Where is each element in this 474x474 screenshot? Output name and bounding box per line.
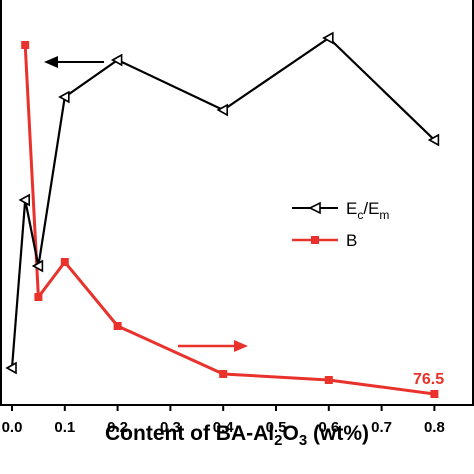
legend-item-b: B	[292, 231, 357, 250]
point-b-0	[21, 41, 30, 49]
x-tick-label-0-5: 0.5	[266, 419, 287, 436]
point-b-2	[60, 258, 69, 266]
point-ec-em-2	[31, 259, 44, 273]
point-b-1	[34, 293, 43, 301]
series-line-b	[23, 44, 435, 396]
x-tick-label-0-2: 0.2	[107, 419, 128, 436]
legend-item-ec-em: Ec/Em	[292, 199, 389, 222]
axes	[0, 0, 474, 406]
point-b-4	[219, 370, 228, 378]
legend-label-b: B	[346, 231, 357, 250]
x-tick-label-0-1: 0.1	[54, 419, 75, 436]
data-label-76-5: 76.5	[413, 371, 444, 388]
x-tick-label-0-6: 0.6	[318, 419, 339, 436]
point-ec-em-3	[58, 90, 70, 104]
arrow-head-0	[44, 56, 58, 68]
point-ec-em-6	[322, 31, 334, 45]
legend-marker-ec-em	[308, 201, 321, 215]
legend-label-ec-em: Ec/Em	[346, 199, 389, 222]
point-ec-em-1	[18, 193, 31, 207]
legend: Ec/Em B	[292, 199, 389, 250]
arrows-layer	[44, 56, 248, 352]
point-ec-em-4	[110, 53, 123, 67]
x-tick-label-0-8: 0.8	[424, 419, 445, 436]
x-axis-title: Content of BA-Al2O3 (wt%)	[105, 422, 369, 449]
series-b	[21, 41, 439, 398]
point-ec-em-5	[216, 103, 228, 117]
point-b-5	[324, 376, 333, 384]
x-ticks: 0.0 0.1 0.2 0.3 0.4 0.5 0.6 0.7 0.8	[2, 405, 445, 436]
point-b-6	[430, 390, 439, 398]
arrow-left	[44, 56, 104, 68]
arrow-right	[178, 340, 248, 352]
point-ec-em-7	[427, 133, 440, 147]
legend-marker-b	[311, 236, 319, 244]
arrow-head-1	[234, 340, 248, 352]
x-tick-label-0-7: 0.7	[371, 419, 392, 436]
x-tick-label-0-3: 0.3	[160, 419, 181, 436]
series-line-ec-em	[10, 36, 436, 369]
series-ec-em	[5, 31, 440, 375]
series-layer	[5, 31, 440, 398]
point-ec-em-0	[5, 361, 17, 375]
x-tick-label-0-4: 0.4	[213, 419, 235, 436]
x-tick-label-0-0: 0.0	[2, 419, 23, 436]
point-b-3	[113, 322, 122, 330]
